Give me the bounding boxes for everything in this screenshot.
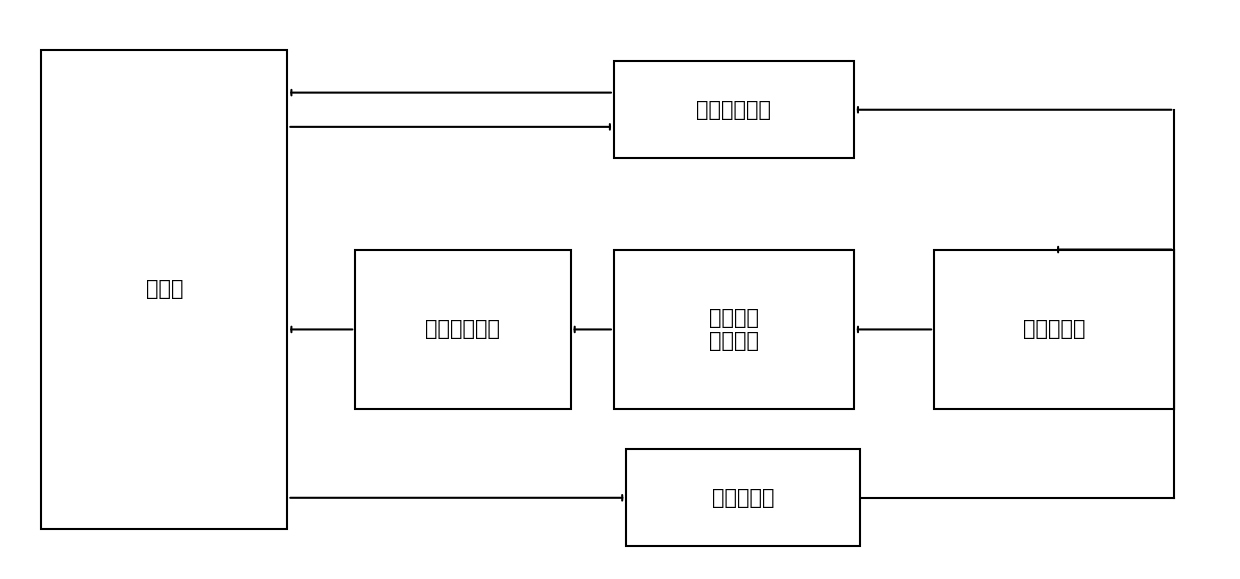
Bar xyxy=(614,250,854,409)
Text: 脉冲激光器: 脉冲激光器 xyxy=(712,488,775,508)
Bar xyxy=(614,61,854,158)
Text: 超声换能器: 超声换能器 xyxy=(1023,320,1085,339)
Bar xyxy=(626,449,861,547)
Bar xyxy=(355,250,570,409)
Text: 计算机: 计算机 xyxy=(145,280,184,299)
Bar xyxy=(41,50,288,529)
Text: 数据采集单元: 数据采集单元 xyxy=(425,320,501,339)
Text: 光声信号
处理单元: 光声信号 处理单元 xyxy=(709,308,759,351)
Text: 超声收发模块: 超声收发模块 xyxy=(697,100,771,120)
Bar xyxy=(934,250,1174,409)
